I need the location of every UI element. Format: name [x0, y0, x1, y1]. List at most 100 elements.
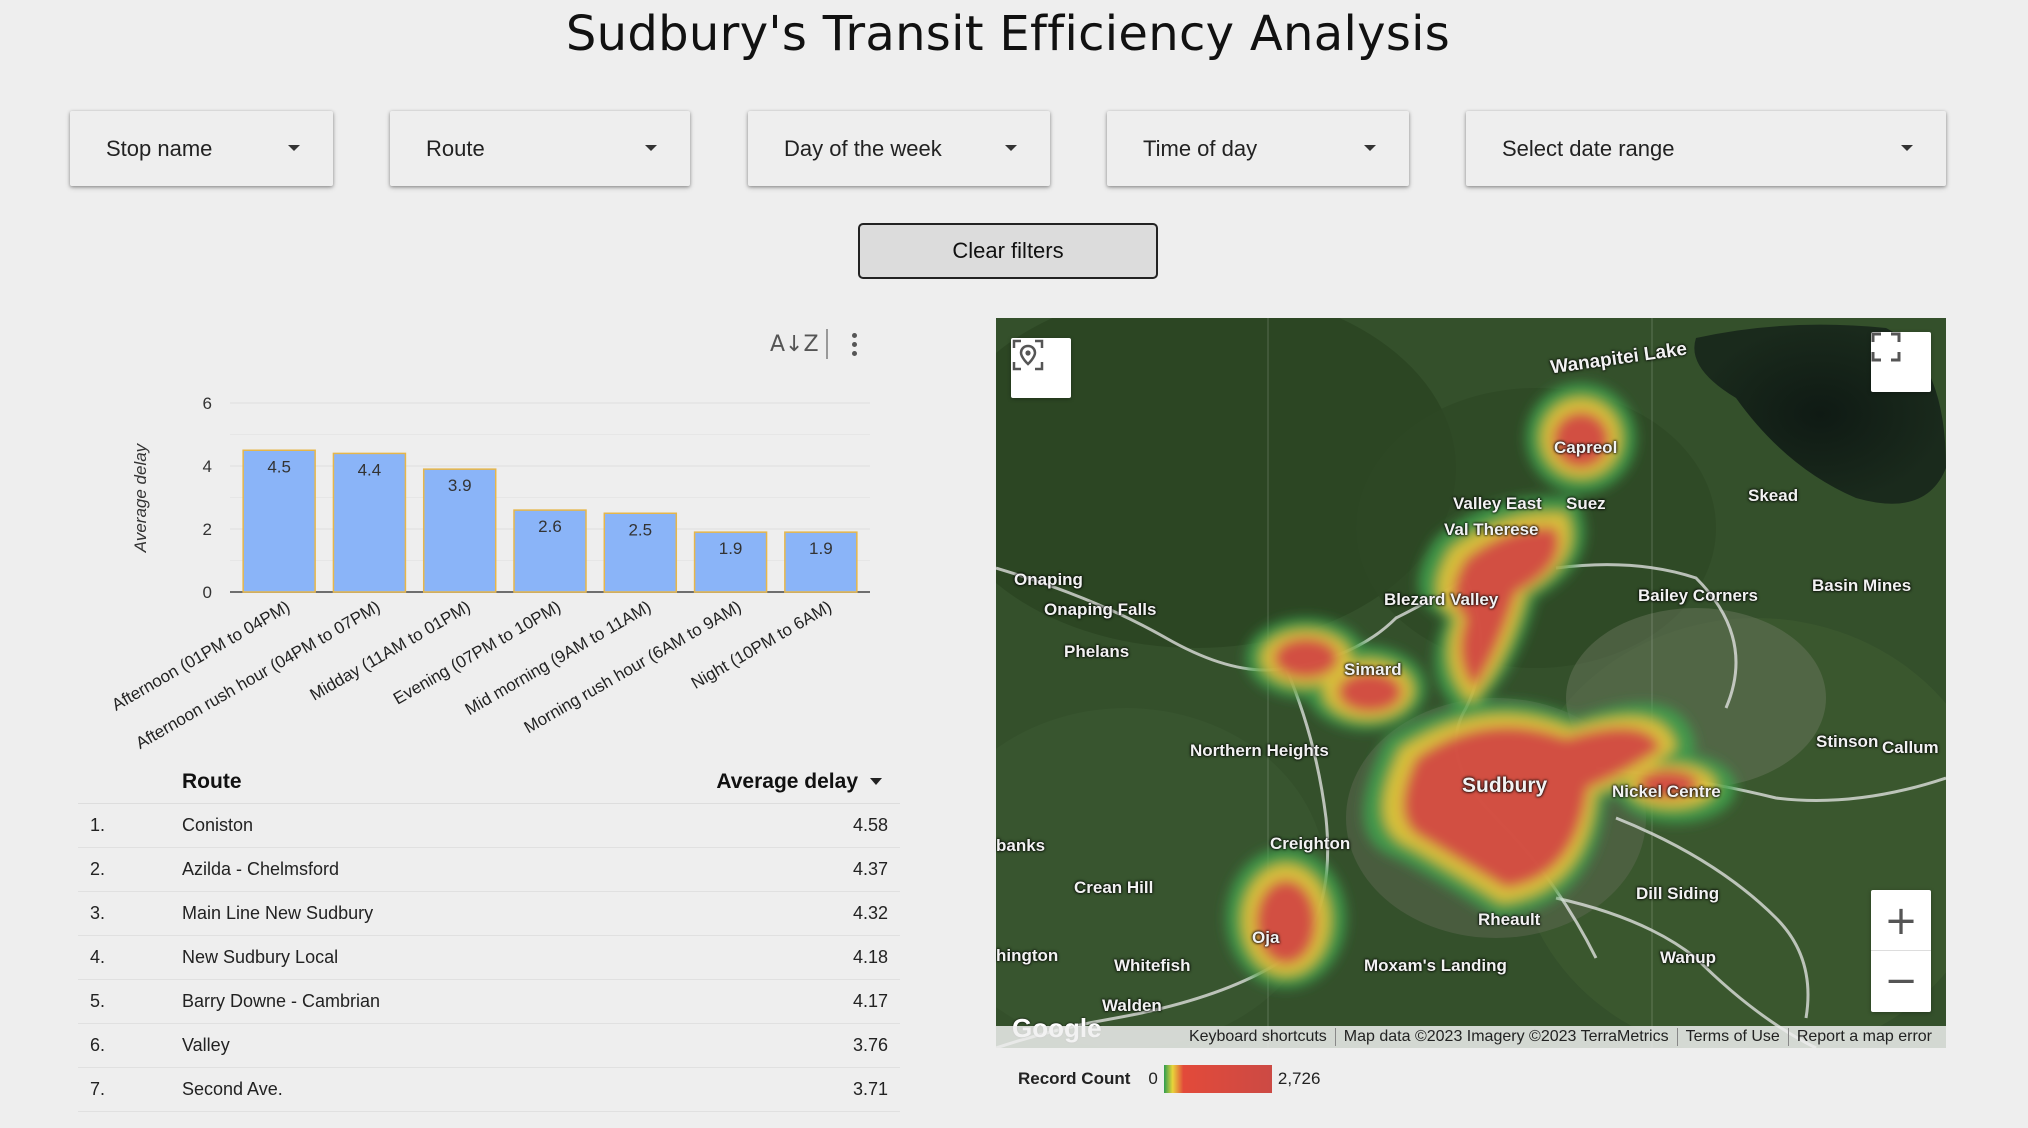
row-route: New Sudbury Local: [182, 947, 339, 967]
table-row[interactable]: 6. Valley 3.76: [78, 1024, 900, 1068]
legend-color-bar: [1163, 1065, 1272, 1093]
row-average-delay: 3.76: [852, 1035, 888, 1055]
row-average-delay: 4.17: [852, 991, 888, 1011]
table-header: Route Average delay: [78, 760, 900, 804]
map-footer: Keyboard shortcuts Map data ©2023 Imager…: [996, 1026, 1946, 1048]
map-label-callum: Callum: [1882, 738, 1939, 757]
legend-max: 2,726: [1277, 1069, 1321, 1088]
map-data-attribution: Map data ©2023 Imagery ©2023 TerraMetric…: [1334, 1028, 1677, 1046]
map-label-simard: Simard: [1344, 660, 1402, 679]
bar-data-label: 2.6: [538, 517, 562, 536]
row-average-delay: 4.18: [852, 947, 888, 967]
row-route: Coniston: [182, 815, 254, 835]
average-delay-column-header[interactable]: Average delay: [716, 770, 882, 794]
fullscreen-icon: [1871, 332, 1901, 362]
legend-title: Record Count: [1018, 1069, 1131, 1088]
map-label-valley-east: Valley East: [1453, 494, 1542, 513]
route-filter[interactable]: Route: [390, 111, 690, 186]
y-tick-label: 4: [203, 457, 212, 476]
map-background: [996, 318, 1946, 1048]
table-row[interactable]: 3. Main Line New Sudbury 4.32: [78, 892, 900, 936]
route-column-header[interactable]: Route: [182, 769, 242, 793]
page-title: Sudbury's Transit Efficiency Analysis: [565, 6, 1451, 62]
route-filter-label: Route: [426, 135, 485, 161]
x-tick-label: Evening (07PM to 10PM): [390, 597, 564, 708]
bar-data-label: 1.9: [809, 539, 833, 558]
bar-data-label: 2.5: [628, 520, 652, 539]
map-label-whitefish: Whitefish: [1114, 956, 1191, 975]
map-label-rheault: Rheault: [1478, 910, 1541, 929]
heatmap-map[interactable]: Wanapitei Lake Capreol Skead Valley East…: [996, 318, 1946, 1048]
date-range-filter[interactable]: Select date range: [1466, 111, 1946, 186]
map-label-nickel-centre: Nickel Centre: [1612, 782, 1721, 801]
time-of-day-filter-label: Time of day: [1143, 135, 1258, 161]
row-route: Azilda - Chelmsford: [182, 859, 340, 879]
table-row[interactable]: 2. Azilda - Chelmsford 4.37: [78, 848, 900, 892]
row-average-delay: 4.37: [852, 859, 888, 879]
bar[interactable]: [422, 468, 497, 593]
map-label-banks: banks: [996, 836, 1046, 855]
stop-name-filter-label: Stop name: [106, 135, 213, 161]
table-row[interactable]: 4. New Sudbury Local 4.18: [78, 936, 900, 980]
map-label-bailey-corners: Bailey Corners: [1638, 586, 1758, 605]
bar[interactable]: [332, 452, 407, 593]
row-index: 5.: [90, 991, 106, 1011]
map-label-blezard-valley: Blezard Valley: [1384, 590, 1499, 609]
row-route: Barry Downe - Cambrian: [182, 991, 381, 1011]
y-axis-label: Average delay: [131, 442, 150, 553]
chevron-down-icon: [645, 145, 657, 151]
keyboard-shortcuts-link[interactable]: Keyboard shortcuts: [1188, 1028, 1327, 1045]
y-tick-label: 6: [203, 394, 212, 413]
table-row[interactable]: 5. Barry Downe - Cambrian 4.17: [78, 980, 900, 1024]
row-index: 2.: [90, 859, 106, 879]
bar[interactable]: [603, 512, 678, 593]
zoom-out-button[interactable]: −: [1884, 958, 1918, 1004]
row-average-delay: 4.32: [852, 903, 888, 923]
map-label-onaping: Onaping: [1014, 570, 1083, 589]
map-label-wanup: Wanup: [1660, 948, 1717, 967]
day-of-week-filter-label: Day of the week: [784, 135, 942, 161]
y-tick-label: 0: [203, 583, 212, 602]
fullscreen-button[interactable]: [1871, 332, 1931, 392]
toolbar-divider: [826, 329, 828, 359]
locate-icon: [1012, 339, 1044, 371]
time-of-day-filter[interactable]: Time of day: [1107, 111, 1409, 186]
more-vert-icon[interactable]: [844, 332, 864, 356]
report-map-error-link[interactable]: Report a map error: [1787, 1028, 1940, 1046]
bar[interactable]: [242, 449, 316, 593]
table-row[interactable]: 7. Second Ave. 3.71: [78, 1068, 900, 1112]
bar-data-label: 4.4: [358, 460, 382, 479]
bar[interactable]: [513, 509, 587, 593]
sort-desc-icon: [870, 778, 882, 785]
locate-button[interactable]: [1011, 338, 1071, 398]
table-row[interactable]: 1. Coniston 4.58: [78, 804, 900, 848]
zoom-in-button[interactable]: +: [1871, 891, 1931, 951]
table-body: 1. Coniston 4.58 2. Azilda - Chelmsford 4.37 3…: [78, 804, 900, 1112]
map-label-dill-siding: Dill Siding: [1636, 884, 1720, 903]
row-route: Main Line New Sudbury: [182, 903, 374, 923]
chevron-down-icon: [1364, 145, 1376, 151]
map-label-crean-hill: Crean Hill: [1074, 878, 1154, 897]
day-of-week-filter[interactable]: Day of the week: [748, 111, 1050, 186]
map-label-capreol: Capreol: [1554, 438, 1618, 457]
map-label-skead: Skead: [1748, 486, 1799, 505]
terms-of-use-link[interactable]: Terms of Use: [1676, 1028, 1788, 1046]
bar[interactable]: [693, 531, 768, 593]
bar-data-label: 3.9: [448, 476, 472, 495]
row-index: 4.: [90, 947, 106, 967]
clear-filters-button[interactable]: Clear filters: [858, 223, 1158, 279]
map-label-moxams-landing: Moxam's Landing: [1364, 956, 1507, 975]
row-route: Valley: [182, 1035, 230, 1055]
stop-name-filter[interactable]: Stop name: [70, 111, 333, 186]
row-route: Second Ave.: [182, 1079, 283, 1099]
row-index: 6.: [90, 1035, 106, 1055]
map-label-sudbury: Sudbury: [1462, 774, 1548, 797]
map-label-oja: Oja: [1252, 928, 1280, 947]
bar-data-label: 4.5: [267, 457, 291, 476]
zoom-controls: + −: [1871, 890, 1931, 1012]
bar[interactable]: [784, 531, 858, 593]
map-label-phelans: Phelans: [1064, 642, 1130, 661]
average-delay-header-label: Average delay: [716, 769, 858, 793]
map-label-northern-heights: Northern Heights: [1190, 741, 1329, 760]
